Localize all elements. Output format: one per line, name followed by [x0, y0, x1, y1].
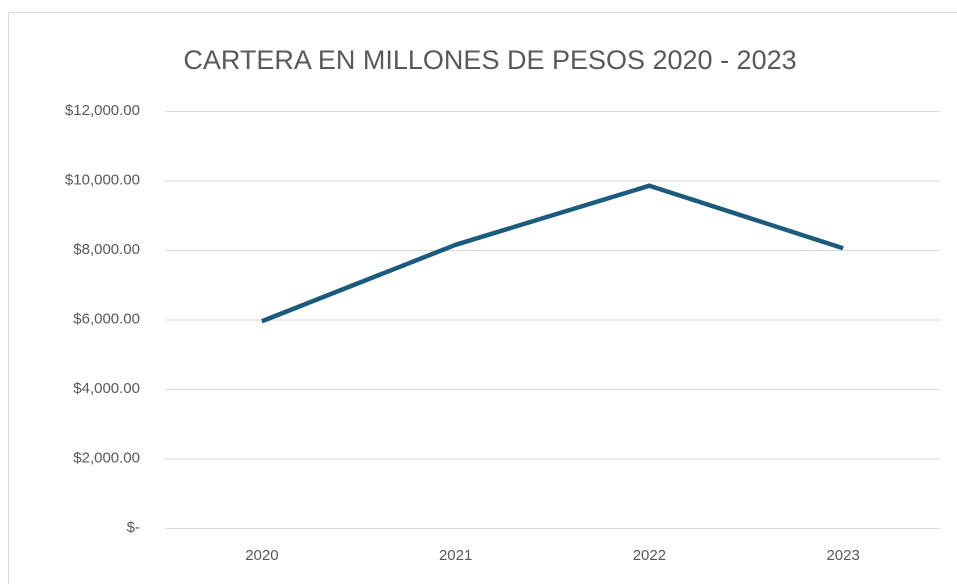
chart-border [8, 12, 957, 584]
line-series [261, 183, 844, 324]
chart-title: CARTERA EN MILLONES DE PESOS 2020 - 2023 [183, 45, 796, 75]
y-tick-label: $10,000.00 [65, 171, 140, 188]
x-tick-label: 2021 [439, 547, 472, 564]
x-tick-label: 2020 [245, 547, 278, 564]
y-tick-label: $6,000.00 [73, 310, 140, 327]
y-tick-label: $8,000.00 [73, 241, 140, 258]
y-tick-label: $- [127, 519, 140, 536]
y-tick-label: $4,000.00 [73, 380, 140, 397]
x-tick-label: 2022 [633, 547, 666, 564]
y-tick-label: $12,000.00 [65, 102, 140, 119]
x-tick-label: 2023 [826, 547, 859, 564]
y-tick-label: $2,000.00 [73, 449, 140, 466]
